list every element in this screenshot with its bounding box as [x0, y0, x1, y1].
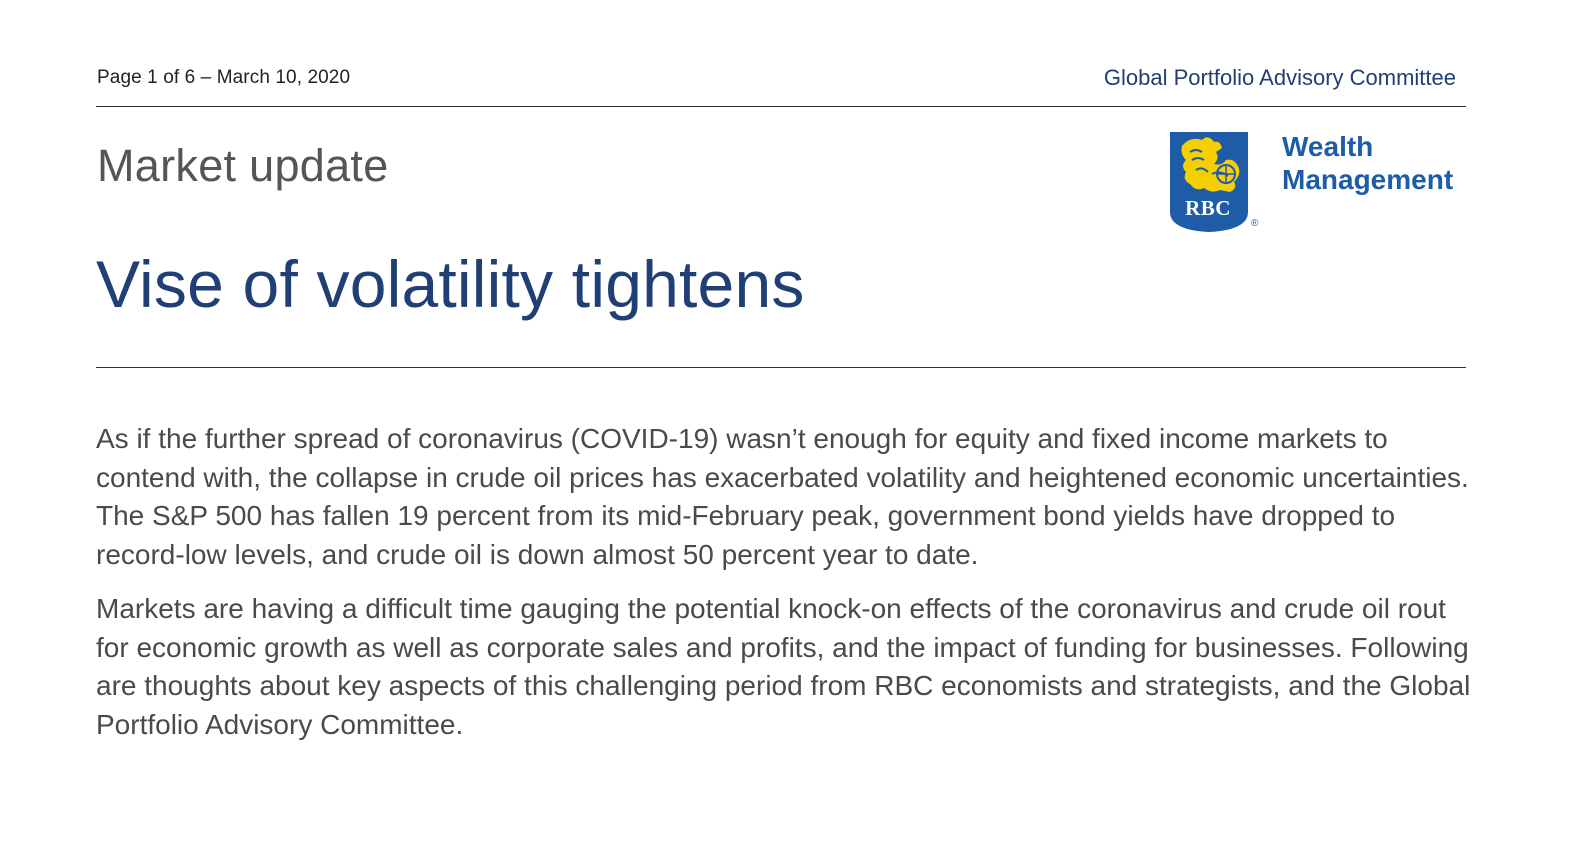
rbc-wealth-management-logo: RBC ® Wealth Management: [1168, 130, 1468, 236]
logo-rbc-text: RBC: [1185, 196, 1231, 220]
logo-line-wealth: Wealth: [1282, 131, 1374, 162]
logo-wordmark: Wealth Management: [1282, 130, 1453, 196]
body-paragraph: Markets are having a difficult time gaug…: [96, 593, 1471, 740]
page-info: Page 1 of 6 – March 10, 2020: [97, 67, 351, 88]
title-divider: [96, 367, 1466, 368]
committee-name: Global Portfolio Advisory Committee: [1103, 65, 1456, 90]
section-label: Market update: [97, 140, 389, 191]
registered-mark: ®: [1251, 218, 1259, 229]
body-paragraph: As if the further spread of coronavirus …: [96, 423, 1469, 570]
body-text: As if the further spread of coronavirus …: [96, 420, 1471, 760]
header-divider: [96, 106, 1466, 107]
page-title: Vise of volatility tightens: [96, 247, 805, 321]
logo-line-management: Management: [1282, 164, 1454, 195]
rbc-shield-icon: [1170, 132, 1248, 232]
